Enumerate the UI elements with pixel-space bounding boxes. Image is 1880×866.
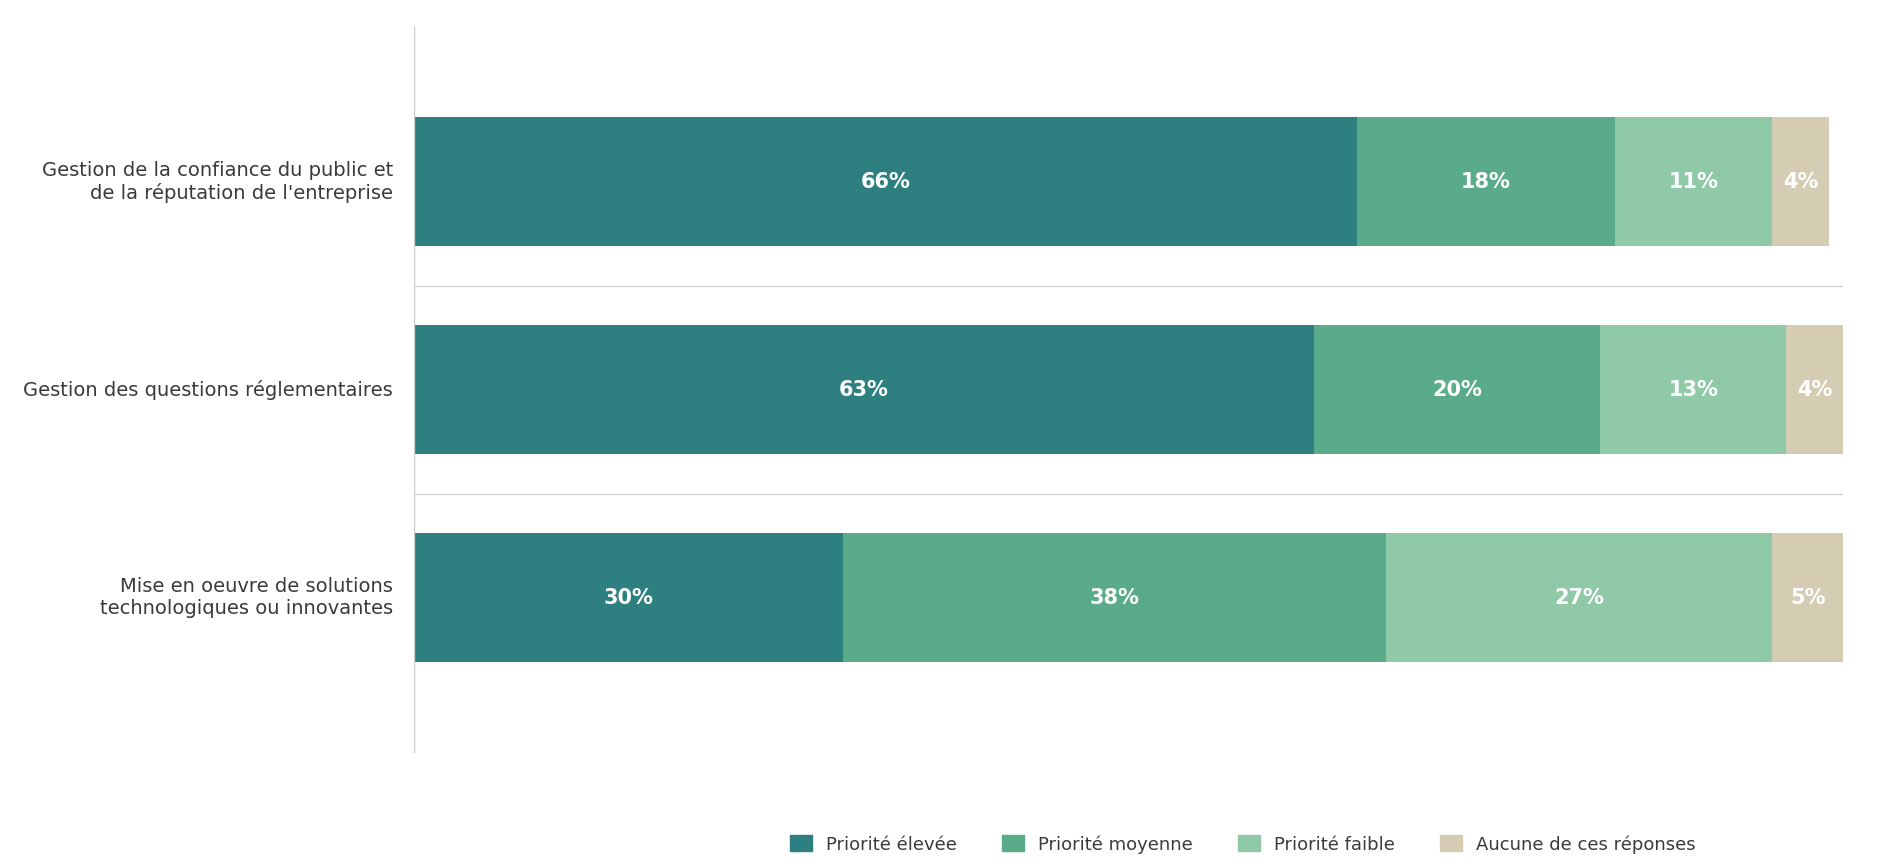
Bar — [414, 118, 1357, 246]
Text: 11%: 11% — [1668, 171, 1716, 192]
Bar — [1771, 533, 1842, 662]
Bar — [1771, 118, 1827, 246]
Text: 5%: 5% — [1790, 587, 1824, 608]
Text: 4%: 4% — [1782, 171, 1818, 192]
Legend: Priorité élevée, Priorité moyenne, Priorité faible, Aucune de ces réponses: Priorité élevée, Priorité moyenne, Prior… — [782, 828, 1701, 861]
Bar — [842, 533, 1386, 662]
Bar — [1613, 118, 1771, 246]
Bar — [1314, 326, 1600, 454]
Text: 20%: 20% — [1433, 379, 1481, 400]
Bar — [414, 533, 842, 662]
Bar — [414, 326, 1314, 454]
Bar — [1600, 326, 1786, 454]
Text: 66%: 66% — [861, 171, 910, 192]
Bar — [1786, 326, 1842, 454]
Text: 4%: 4% — [1795, 379, 1831, 400]
Text: 63%: 63% — [838, 379, 889, 400]
Bar — [1357, 118, 1613, 246]
Text: 18%: 18% — [1461, 171, 1510, 192]
Text: 27%: 27% — [1553, 587, 1604, 608]
Text: 38%: 38% — [1089, 587, 1139, 608]
Text: 13%: 13% — [1668, 379, 1716, 400]
Bar — [1386, 533, 1771, 662]
Text: 30%: 30% — [603, 587, 652, 608]
